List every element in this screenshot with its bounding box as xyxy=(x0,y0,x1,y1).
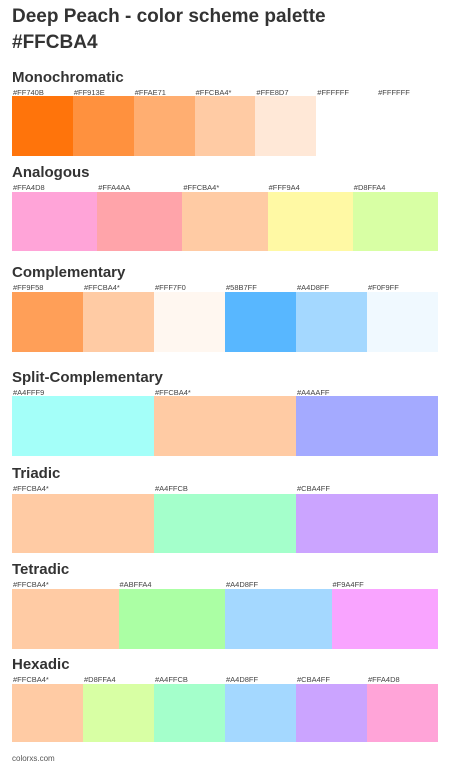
hex-code-label: #FF740B xyxy=(13,88,44,97)
color-swatch[interactable] xyxy=(154,684,225,742)
color-swatch[interactable] xyxy=(83,292,154,352)
swatch-row xyxy=(12,96,439,156)
hex-code-label: #D8FFA4 xyxy=(353,183,386,192)
color-swatch[interactable] xyxy=(377,96,439,156)
palette-section-complementary: Complementary #FF9F58 #FFCBA4* #FFF7F0 #58B7… xyxy=(12,264,438,352)
color-swatch[interactable] xyxy=(316,96,378,156)
swatch-row xyxy=(12,494,438,553)
swatch-row xyxy=(12,684,438,742)
color-swatch[interactable] xyxy=(296,292,367,352)
hex-code-label: #ABFFA4 xyxy=(119,580,152,589)
hex-code-label: #A4D8FF xyxy=(226,580,259,589)
hex-code-label: #58B7FF xyxy=(226,283,257,292)
palette-section-split-complementary: Split-Complementary #A4FFF9 #FFCBA4* #A4AAF… xyxy=(12,369,438,456)
color-swatch[interactable] xyxy=(154,494,296,553)
palette-section-triadic: Triadic #FFCBA4* #A4FFCB #CBA4FF xyxy=(12,465,438,553)
palette-section-tetradic: Tetradic #FFCBA4* #ABFFA4 #A4D8FF #F9A4FF xyxy=(12,561,438,649)
hex-code-row: #FFCBA4* #A4FFCB #CBA4FF xyxy=(12,484,438,494)
swatch-row xyxy=(12,589,438,649)
hex-code-label: #CBA4FF xyxy=(296,675,330,684)
section-title: Monochromatic xyxy=(12,69,124,86)
color-swatch[interactable] xyxy=(133,96,195,156)
palette-section-hexadic: Hexadic #FFCBA4* #D8FFA4 #A4FFCB #A4D8FF #CBA… xyxy=(12,656,438,742)
hex-code-row: #FF740B #FF913E #FFAE71 #FFCBA4* #FFE8D7 #FFF… xyxy=(12,88,438,98)
color-swatch[interactable] xyxy=(296,684,367,742)
hex-code-label: #FFCBA4* xyxy=(154,388,191,397)
color-swatch[interactable] xyxy=(331,589,438,649)
hex-code-label: #FFCBA4* xyxy=(183,183,220,192)
hex-code-label: #FFCBA4* xyxy=(83,283,120,292)
section-title: Complementary xyxy=(12,264,126,281)
hex-code-row: #FFCBA4* #ABFFA4 #A4D8FF #F9A4FF xyxy=(12,580,438,590)
color-swatch[interactable] xyxy=(267,192,353,251)
color-swatch[interactable] xyxy=(225,292,296,352)
hex-code-label: #A4FFF9 xyxy=(13,388,45,397)
hex-code-label: #FFA4D8 xyxy=(368,675,400,684)
hex-code-label: #FFF9A4 xyxy=(268,183,300,192)
hex-code-row: #A4FFF9 #FFCBA4* #A4AAFF xyxy=(12,388,438,398)
color-swatch[interactable] xyxy=(118,589,225,649)
hex-code-label: #FFA4D8 xyxy=(13,183,45,192)
hex-code-label: #FFFFFF xyxy=(317,88,349,97)
color-swatch[interactable] xyxy=(194,96,256,156)
hex-code-label: #FFCBA4* xyxy=(195,88,232,97)
swatch-row xyxy=(12,192,439,251)
color-swatch[interactable] xyxy=(12,494,154,553)
hex-code-label: #FFCBA4* xyxy=(13,484,49,493)
base-color-hex: #FFCBA4 xyxy=(12,32,98,53)
hex-code-label: #FF9F58 xyxy=(13,283,44,292)
color-swatch[interactable] xyxy=(12,192,98,251)
color-swatch[interactable] xyxy=(296,396,438,456)
color-swatch[interactable] xyxy=(296,494,438,553)
color-swatch[interactable] xyxy=(12,589,119,649)
page-title: Deep Peach - color scheme palette xyxy=(12,6,326,27)
hex-code-label: #FFFFFF xyxy=(378,88,410,97)
hex-code-row: #FFCBA4* #D8FFA4 #A4FFCB #A4D8FF #CBA4FF #FFA… xyxy=(12,675,438,685)
hex-code-label: #A4FFCB xyxy=(154,484,188,493)
hex-code-label: #A4FFCB xyxy=(154,675,188,684)
color-swatch[interactable] xyxy=(12,96,73,156)
hex-code-label: #FF913E xyxy=(73,88,105,97)
color-swatch[interactable] xyxy=(83,684,154,742)
hex-code-label: #A4D8FF xyxy=(226,675,259,684)
hex-code-label: #FFA4AA xyxy=(98,183,131,192)
color-swatch[interactable] xyxy=(225,589,332,649)
color-swatch[interactable] xyxy=(225,684,296,742)
section-title: Tetradic xyxy=(12,561,70,578)
swatch-row xyxy=(12,292,438,352)
swatch-row xyxy=(12,396,438,456)
color-swatch[interactable] xyxy=(255,96,317,156)
section-title: Split-Complementary xyxy=(12,369,163,386)
hex-code-label: #FFE8D7 xyxy=(256,88,289,97)
color-swatch[interactable] xyxy=(182,192,268,251)
site-credit: colorxs.com xyxy=(12,754,55,763)
hex-code-label: #FFAE71 xyxy=(134,88,166,97)
color-swatch[interactable] xyxy=(367,684,438,742)
hex-code-label: #D8FFA4 xyxy=(83,675,116,684)
section-title: Analogous xyxy=(12,164,90,181)
section-title: Hexadic xyxy=(12,656,70,673)
hex-code-label: #A4AAFF xyxy=(296,388,330,397)
hex-code-label: #FFCBA4* xyxy=(13,675,49,684)
color-swatch[interactable] xyxy=(12,396,154,456)
hex-code-row: #FF9F58 #FFCBA4* #FFF7F0 #58B7FF #A4D8FF #F0F… xyxy=(12,283,438,293)
color-swatch[interactable] xyxy=(367,292,438,352)
section-title: Triadic xyxy=(12,465,61,482)
hex-code-label: #FFF7F0 xyxy=(154,283,186,292)
hex-code-label: #A4D8FF xyxy=(296,283,330,292)
hex-code-label: #CBA4FF xyxy=(296,484,330,493)
hex-code-label: #F0F9FF xyxy=(368,283,399,292)
palette-section-monochromatic: Monochromatic #FF740B #FF913E #FFAE71 #FFCBA… xyxy=(12,69,439,156)
color-swatch[interactable] xyxy=(72,96,134,156)
palette-section-analogous: Analogous #FFA4D8 #FFA4AA #FFCBA4* #FFF9A4 #D… xyxy=(12,164,439,251)
color-swatch[interactable] xyxy=(154,396,296,456)
color-swatch[interactable] xyxy=(97,192,183,251)
hex-code-row: #FFA4D8 #FFA4AA #FFCBA4* #FFF9A4 #D8FFA4 xyxy=(12,183,438,193)
hex-code-label: #FFCBA4* xyxy=(13,580,49,589)
color-swatch[interactable] xyxy=(12,684,83,742)
color-swatch[interactable] xyxy=(154,292,225,352)
color-swatch[interactable] xyxy=(12,292,83,352)
hex-code-label: #F9A4FF xyxy=(332,580,364,589)
color-swatch[interactable] xyxy=(352,192,439,251)
